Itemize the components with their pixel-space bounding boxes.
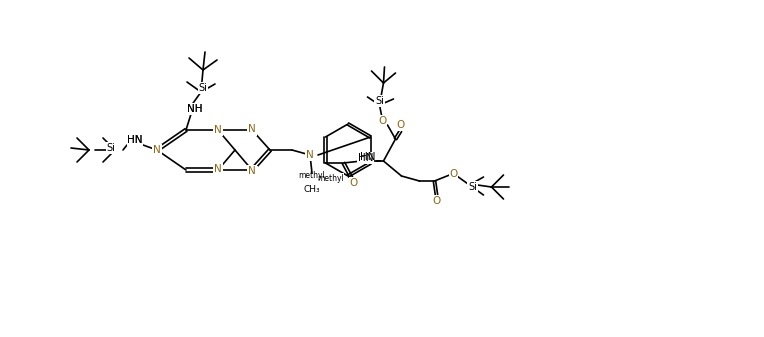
Text: N: N [214, 125, 222, 135]
Text: methyl: methyl [299, 171, 325, 180]
Text: HN: HN [358, 153, 374, 163]
Text: O: O [378, 116, 387, 126]
Text: N: N [153, 145, 161, 155]
Text: methyl: methyl [317, 174, 344, 183]
Text: N: N [306, 150, 314, 160]
Text: Si: Si [106, 143, 115, 153]
Text: N: N [248, 166, 256, 176]
Text: O: O [397, 120, 405, 130]
Text: HN: HN [360, 152, 375, 162]
Text: NH: NH [187, 104, 202, 114]
Text: N: N [306, 150, 314, 160]
Text: Si: Si [375, 96, 384, 106]
Text: O: O [432, 196, 441, 206]
Text: CH₃: CH₃ [303, 185, 320, 194]
Text: Si: Si [468, 182, 477, 192]
Text: N: N [214, 125, 222, 135]
Text: N: N [248, 125, 256, 135]
Text: HN: HN [128, 135, 143, 145]
Text: O: O [349, 178, 358, 188]
Text: Si: Si [199, 83, 208, 93]
Text: N: N [214, 164, 222, 174]
Text: N: N [248, 124, 256, 134]
Text: N: N [153, 145, 161, 155]
Text: HN: HN [128, 135, 143, 145]
Text: O: O [449, 169, 458, 179]
Text: NH: NH [187, 104, 202, 114]
Text: N: N [249, 167, 257, 177]
Text: N: N [214, 165, 222, 175]
